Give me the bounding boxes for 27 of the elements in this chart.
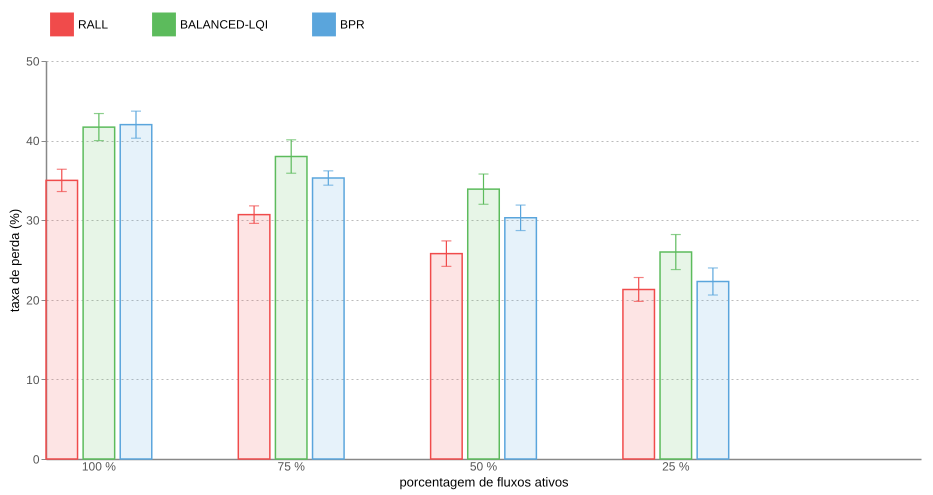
- bar: [274, 156, 308, 460]
- bar: [430, 252, 463, 460]
- x-tick-label: 50 %: [470, 460, 498, 474]
- bar: [312, 177, 345, 460]
- bar: [466, 188, 500, 460]
- x-tick-label: 25 %: [662, 460, 690, 474]
- y-tick-label: 0: [32, 452, 40, 466]
- bar: [238, 214, 271, 460]
- y-tick-label: 30: [26, 214, 40, 228]
- bar: [504, 217, 538, 460]
- bar: [696, 280, 730, 460]
- bar: [622, 288, 656, 460]
- bar: [82, 126, 116, 460]
- y-tick-label: 20: [26, 293, 40, 308]
- x-axis-title: porcentagem de fluxos ativos: [399, 474, 570, 490]
- y-tick-label: 10: [26, 372, 40, 387]
- y-axis-title: taxa de perda (%): [7, 208, 22, 312]
- y-tick-label: 50: [26, 54, 40, 68]
- bar: [659, 251, 692, 460]
- legend-label: BPR: [340, 17, 366, 32]
- legend-label: RALL: [78, 17, 108, 32]
- y-tick-label: 40: [26, 134, 40, 148]
- x-tick-label: 75 %: [278, 460, 306, 474]
- legend-label: BALANCED-LQI: [180, 17, 268, 32]
- bar: [119, 124, 153, 460]
- x-tick-label: 100 %: [82, 460, 116, 474]
- bar: [45, 180, 78, 460]
